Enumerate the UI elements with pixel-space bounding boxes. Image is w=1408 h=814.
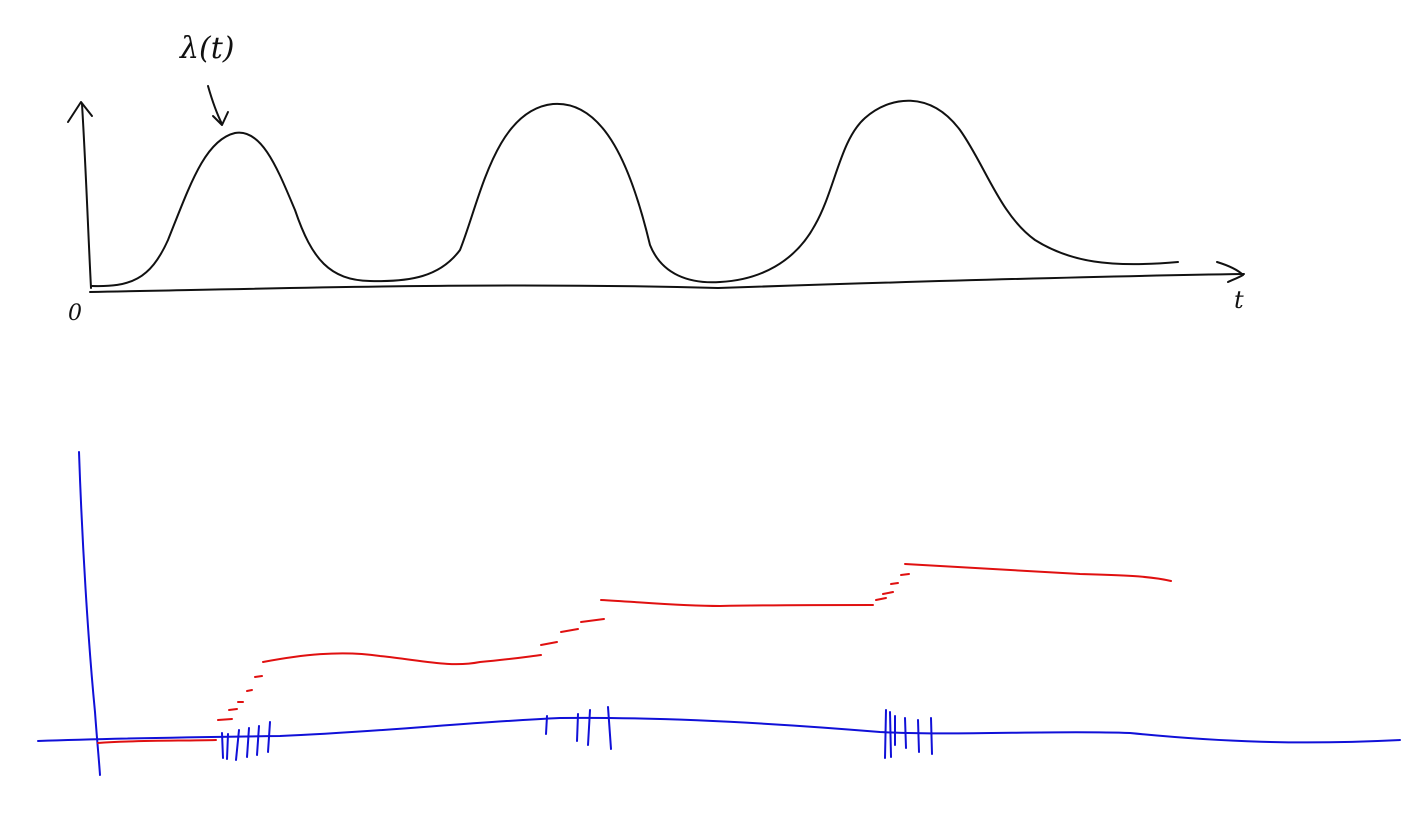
curve-label: λ(t) <box>179 31 234 66</box>
event-cluster-1 <box>221 721 271 761</box>
event-tick <box>267 721 271 753</box>
time-axis-label: t <box>1234 286 1244 314</box>
bottom-panel <box>37 451 1401 776</box>
top-y-axis <box>81 103 92 289</box>
bottom-y-axis <box>78 451 101 776</box>
count-step <box>900 573 910 576</box>
event-tick <box>545 715 548 735</box>
event-tick <box>930 717 933 755</box>
count-step <box>254 675 263 678</box>
curve-label-arrow <box>207 85 223 125</box>
event-tick <box>587 709 591 746</box>
event-tick <box>576 713 579 742</box>
count-level-3 <box>904 563 1172 582</box>
top-panel: λ(t) 0 t <box>67 31 1245 326</box>
event-tick <box>221 732 224 759</box>
count-level-0 <box>97 739 217 744</box>
count-level-1 <box>262 652 542 666</box>
count-step <box>890 582 899 585</box>
origin-label: 0 <box>68 301 82 326</box>
event-cluster-2 <box>545 706 612 750</box>
event-tick <box>884 709 887 759</box>
bottom-time-axis <box>37 716 1401 744</box>
event-tick <box>235 729 240 761</box>
count-step <box>560 628 579 633</box>
count-step <box>882 591 894 595</box>
top-x-axis-arrowhead <box>1216 261 1244 283</box>
count-level-2 <box>600 599 874 607</box>
event-tick <box>607 706 612 750</box>
intensity-curve <box>91 99 1179 288</box>
count-step <box>217 718 233 721</box>
event-tick <box>917 719 920 753</box>
event-tick <box>226 733 229 760</box>
counting-staircase <box>97 563 1172 744</box>
event-tick <box>256 725 260 756</box>
top-y-axis-arrowhead <box>67 101 93 123</box>
count-step <box>875 597 887 601</box>
event-tick <box>904 717 907 749</box>
count-step <box>228 708 238 711</box>
event-tick <box>246 727 250 758</box>
curve-label-arrowhead <box>212 111 229 126</box>
event-tick <box>889 711 892 758</box>
count-step <box>246 689 253 692</box>
top-x-axis <box>89 273 1245 293</box>
count-step <box>580 618 605 623</box>
event-cluster-3 <box>884 709 933 759</box>
count-step <box>540 641 558 646</box>
